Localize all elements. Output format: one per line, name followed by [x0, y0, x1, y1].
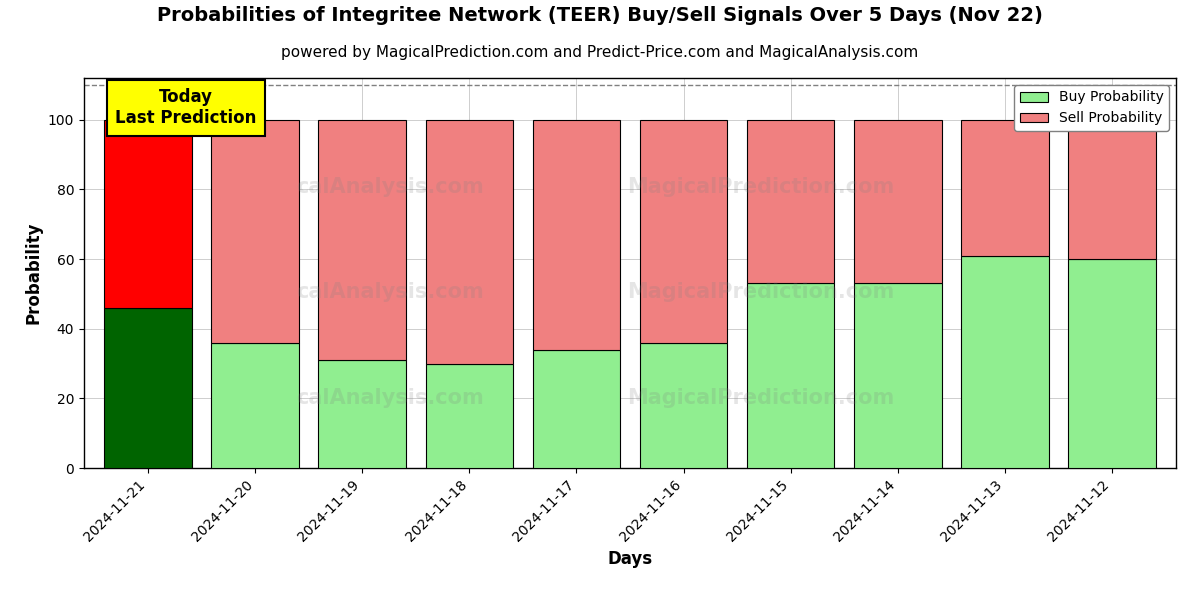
Bar [104, 308, 192, 468]
Text: MagicalPrediction.com: MagicalPrediction.com [628, 177, 895, 197]
Bar [211, 120, 299, 343]
Bar [426, 364, 514, 468]
Text: calAnalysis.com: calAnalysis.com [296, 283, 484, 302]
Bar [961, 120, 1049, 256]
Bar [211, 343, 299, 468]
Bar [853, 283, 942, 468]
Text: calAnalysis.com: calAnalysis.com [296, 177, 484, 197]
Text: powered by MagicalPrediction.com and Predict-Price.com and MagicalAnalysis.com: powered by MagicalPrediction.com and Pre… [281, 45, 919, 60]
Bar [318, 360, 407, 468]
Bar [746, 283, 834, 468]
Y-axis label: Probability: Probability [24, 222, 42, 324]
Bar [104, 120, 192, 308]
Legend: Buy Probability, Sell Probability: Buy Probability, Sell Probability [1014, 85, 1169, 131]
X-axis label: Days: Days [607, 550, 653, 568]
Bar [533, 120, 620, 350]
Text: calAnalysis.com: calAnalysis.com [296, 388, 484, 408]
Bar [853, 120, 942, 283]
Bar [640, 120, 727, 343]
Bar [640, 343, 727, 468]
Bar [1068, 259, 1156, 468]
Bar [961, 256, 1049, 468]
Bar [426, 120, 514, 364]
Text: Probabilities of Integritee Network (TEER) Buy/Sell Signals Over 5 Days (Nov 22): Probabilities of Integritee Network (TEE… [157, 6, 1043, 25]
Bar [318, 120, 407, 360]
Bar [746, 120, 834, 283]
Bar [533, 350, 620, 468]
Text: MagicalPrediction.com: MagicalPrediction.com [628, 388, 895, 408]
Bar [1068, 120, 1156, 259]
Text: Today
Last Prediction: Today Last Prediction [115, 88, 257, 127]
Text: MagicalPrediction.com: MagicalPrediction.com [628, 283, 895, 302]
